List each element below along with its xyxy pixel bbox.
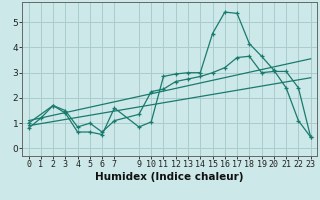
- X-axis label: Humidex (Indice chaleur): Humidex (Indice chaleur): [95, 172, 244, 182]
